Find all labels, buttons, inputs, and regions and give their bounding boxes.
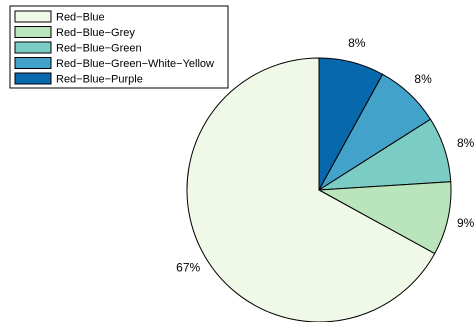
slice-percentage-label: 8% — [414, 72, 432, 86]
legend-swatch — [14, 10, 52, 23]
legend-label: Red−Blue−Purple — [56, 74, 143, 86]
slice-percentage-label: 67% — [176, 260, 200, 274]
legend: Red−Blue Red−Blue−Grey Red−Blue−Green Red−B… — [9, 5, 229, 89]
legend-label: Red−Blue−Green−White−Yellow — [56, 58, 214, 70]
pie-slice-5 — [186, 57, 436, 322]
slice-percentage-label: 8% — [457, 136, 475, 150]
legend-swatch — [14, 41, 52, 54]
percentage-labels: 8% 8% 8% 9% 67% — [176, 36, 474, 275]
slice-percentage-label: 8% — [348, 36, 366, 50]
legend-label: Red−Blue — [56, 12, 105, 24]
legend-swatch — [14, 57, 52, 69]
legend-label: Red−Blue−Grey — [56, 27, 135, 39]
legend-label: Red−Blue−Green — [56, 43, 142, 55]
legend-swatch — [14, 72, 52, 85]
legend-swatch — [14, 26, 52, 38]
slice-percentage-label: 9% — [457, 216, 475, 230]
pie-slices — [186, 57, 452, 322]
